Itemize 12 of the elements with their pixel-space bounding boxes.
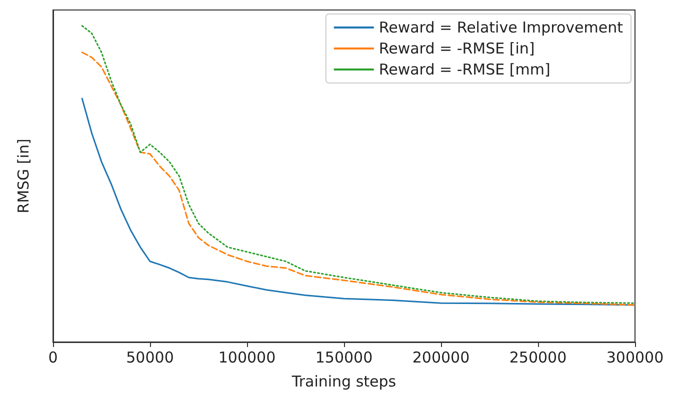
x-tick-label: 0	[48, 348, 58, 366]
legend-label: Reward = -RMSE [in]	[378, 40, 535, 58]
x-tick-label: 200000	[412, 348, 470, 366]
x-tick-label: 300000	[606, 348, 664, 366]
legend-label: Reward = Relative Improvement	[378, 18, 624, 36]
x-tick-label: 250000	[509, 348, 567, 366]
x-axis-title: Training steps	[290, 372, 396, 390]
x-tick-label: 50000	[126, 348, 174, 366]
x-tick-label: 150000	[315, 348, 373, 366]
legend-label: Reward = -RMSE [mm]	[378, 60, 550, 78]
x-tick-label: 100000	[218, 348, 276, 366]
y-axis-title: RMSG [in]	[14, 138, 32, 214]
